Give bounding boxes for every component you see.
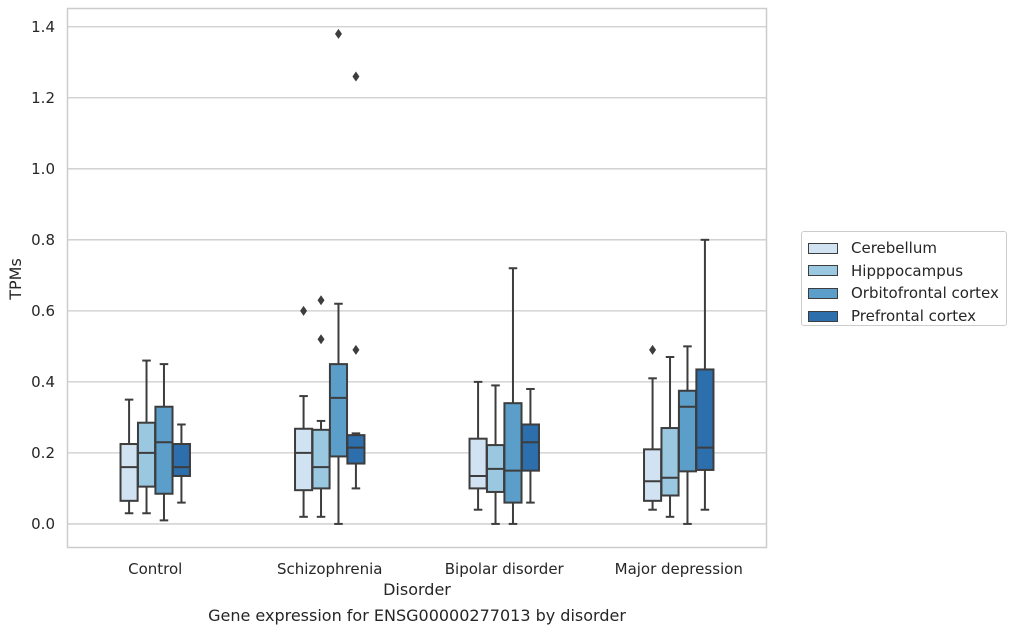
legend-swatch-prefrontal-cortex [808,310,838,322]
legend-swatch-hippocampus [808,265,838,277]
box-body [468,437,488,490]
box-body [119,443,139,502]
y-tick-label: 0.0 [31,515,55,533]
legend-label-prefrontal-cortex: Prefrontal cortex [851,307,976,326]
box-body [346,434,366,465]
x-axis-label: Disorder [383,580,451,599]
box-3-3 [695,238,715,511]
y-tick-labels: 0.0 0.2 0.4 0.6 0.8 1.0 1.2 1.4 [31,18,55,533]
y-tick-label: 0.2 [31,444,55,462]
legend-item-orbitofrontal-cortex: Orbitofrontal cortex [808,282,1006,305]
box-1-2 [328,28,349,525]
box-body [677,389,698,473]
x-tick-label: Schizophrenia [277,560,382,578]
y-tick-label: 0.4 [31,373,55,391]
y-tick-label: 0.6 [31,302,55,320]
box-body [154,405,174,495]
y-axis-label: TPMs [6,258,25,301]
box-2-3 [520,387,540,504]
box-3-2 [677,345,698,525]
outlier-point [300,305,308,316]
legend-swatch-orbitofrontal-cortex [808,287,838,299]
y-tick-label: 0.8 [31,231,55,249]
box-body [171,443,191,477]
box-1-3 [346,71,366,490]
y-tick-label: 1.2 [31,89,55,107]
box-body [294,427,314,492]
box-body [311,428,331,490]
legend-swatch-cerebellum [808,242,838,254]
box-0-1 [136,359,157,515]
box-1-1 [311,295,331,518]
box-body [520,423,540,472]
figure-caption: Gene expression for ENSG00000277013 by d… [208,606,626,625]
box-2-2 [503,267,523,525]
plot-frame [66,7,768,549]
y-tick-label: 1.0 [31,160,55,178]
box-3-0 [643,344,663,511]
box-body [328,363,349,458]
box-body [643,448,663,502]
legend-item-hippocampus: Hipppocampus [808,260,1006,283]
x-tick-label: Major depression [615,560,743,578]
box-0-0 [119,398,139,515]
outlier-point [352,344,360,355]
outlier-point [317,334,325,345]
outlier-point [649,344,657,355]
y-tick-label: 1.4 [31,18,55,36]
legend-item-prefrontal-cortex: Prefrontal cortex [808,305,1006,328]
box-body [660,427,680,497]
outlier-point [334,28,342,39]
box-2-0 [468,380,488,511]
legend: Cerebellum Hipppocampus Orbitofrontal co… [801,231,1007,326]
legend-label-orbitofrontal-cortex: Orbitofrontal cortex [851,284,999,303]
outlier-point [317,295,325,306]
box-body [503,402,523,504]
box-3-1 [660,356,680,518]
box-0-2 [154,363,174,522]
legend-label-hippocampus: Hipppocampus [851,261,964,280]
box-body [136,421,157,488]
box-0-3 [171,423,191,504]
outlier-point [352,71,360,82]
x-tick-label: Control [128,560,182,578]
box-body [695,368,715,471]
legend-label-cerebellum: Cerebellum [851,239,937,258]
x-tick-labels: Control Schizophrenia Bipolar disorder Majo… [128,560,743,578]
box-series [119,28,715,525]
box-2-1 [485,384,506,525]
x-tick-label: Bipolar disorder [445,560,565,578]
box-1-0 [294,305,314,518]
legend-item-cerebellum: Cerebellum [808,237,1006,260]
